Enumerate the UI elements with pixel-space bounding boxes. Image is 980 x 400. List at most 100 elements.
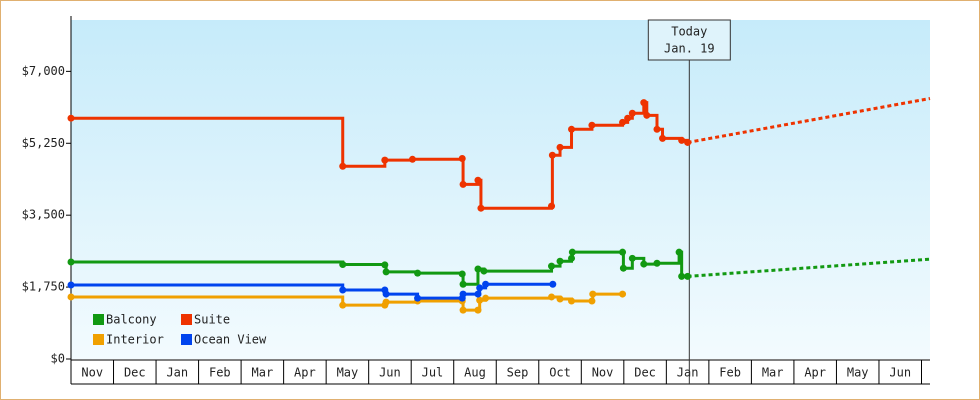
legend-swatch [181, 334, 192, 345]
point [653, 259, 661, 267]
y-tick-label: $3,500 [22, 208, 65, 222]
point [477, 204, 485, 212]
point [67, 114, 75, 122]
point [381, 261, 389, 269]
x-tick-label: Feb [719, 366, 741, 380]
x-tick-label: Nov [592, 366, 614, 380]
point [548, 151, 556, 159]
x-tick-label: Sep [507, 366, 529, 380]
point [474, 176, 482, 184]
point [640, 260, 648, 268]
point [474, 265, 482, 273]
point [414, 294, 422, 302]
point [476, 296, 484, 304]
legend-swatch [181, 314, 192, 325]
y-tick-label: $1,750 [22, 280, 65, 294]
point [459, 180, 467, 188]
forecast-line [687, 257, 931, 278]
point [474, 290, 482, 298]
point [476, 284, 484, 292]
point [568, 248, 576, 256]
point [556, 295, 564, 303]
y-tick-label: $5,250 [22, 136, 65, 150]
point [619, 248, 627, 256]
point [482, 280, 490, 288]
point [339, 162, 347, 170]
point [549, 280, 557, 288]
x-tick-label: Jan [166, 366, 188, 380]
series-line [71, 250, 688, 286]
x-tick-label: Dec [634, 366, 656, 380]
legend-swatch [93, 334, 104, 345]
point [382, 268, 390, 276]
point [624, 114, 632, 122]
x-tick-label: Dec [124, 366, 146, 380]
x-tick-label: Jun [379, 366, 401, 380]
point [459, 280, 467, 288]
today-date: Jan. 19 [664, 42, 715, 56]
point [382, 298, 390, 306]
point [628, 109, 636, 117]
today-label: Today [671, 25, 707, 39]
point [619, 290, 627, 298]
point [684, 138, 692, 146]
y-tick-label: $0 [51, 352, 65, 366]
point [556, 143, 564, 151]
point [643, 111, 651, 119]
point [653, 125, 661, 133]
x-tick-label: Feb [209, 366, 231, 380]
x-tick-label: Jul [422, 366, 444, 380]
point [408, 155, 416, 163]
point [628, 254, 636, 262]
point [568, 125, 576, 133]
point [548, 262, 556, 270]
point [459, 306, 467, 314]
point [675, 248, 683, 256]
legend-label: Ocean View [194, 333, 267, 347]
point [414, 269, 422, 277]
x-tick-label: Mar [762, 366, 784, 380]
point [459, 290, 467, 298]
point [589, 290, 597, 298]
point [588, 121, 596, 129]
point [381, 156, 389, 164]
point [568, 297, 576, 305]
point [556, 257, 564, 265]
point [339, 260, 347, 268]
point [339, 286, 347, 294]
y-tick-label: $7,000 [22, 64, 65, 78]
x-tick-label: Oct [549, 366, 571, 380]
legend-label: Balcony [106, 313, 157, 327]
x-tick-label: Jan [677, 366, 699, 380]
point [339, 301, 347, 309]
x-tick-label: Jun [889, 366, 911, 380]
point [67, 293, 75, 301]
point [458, 270, 466, 278]
x-tick-label: May [847, 366, 869, 380]
point [482, 294, 490, 302]
legend-swatch [93, 314, 104, 325]
point [640, 99, 648, 107]
point [548, 202, 556, 210]
x-tick-label: May [337, 366, 359, 380]
plot-area [71, 20, 930, 359]
point [382, 290, 390, 298]
x-tick-label: Mar [252, 366, 274, 380]
forecast-line [687, 97, 931, 144]
x-tick-label: Aug [464, 366, 486, 380]
point [67, 281, 75, 289]
point [474, 306, 482, 314]
x-tick-label: Apr [804, 366, 826, 380]
point [678, 136, 686, 144]
point [619, 118, 627, 126]
legend-label: Interior [106, 333, 164, 347]
point [659, 134, 667, 142]
point [678, 272, 686, 280]
x-tick-label: Apr [294, 366, 316, 380]
today-box [647, 19, 731, 61]
x-tick-label: Nov [81, 366, 103, 380]
point [480, 267, 488, 275]
point [568, 254, 576, 262]
point [588, 297, 596, 305]
